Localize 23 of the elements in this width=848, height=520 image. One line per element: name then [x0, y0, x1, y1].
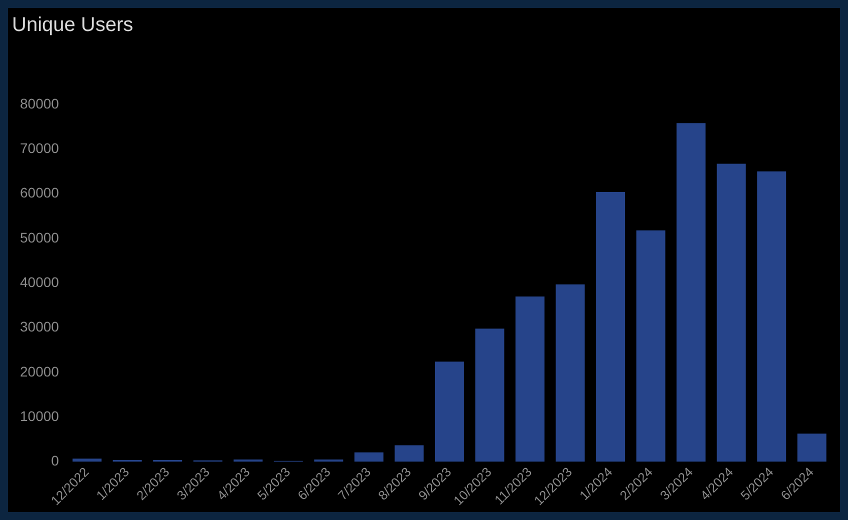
y-tick-label: 40000 [20, 274, 60, 290]
bar [516, 296, 544, 462]
bar [556, 284, 585, 462]
y-tick-label: 60000 [20, 184, 60, 201]
bar [596, 192, 626, 462]
y-tick-label: 10000 [20, 408, 60, 424]
y-tick-label: 0 [51, 452, 60, 469]
y-tick-label: 70000 [20, 140, 60, 156]
y-tick-label: 20000 [20, 363, 60, 380]
bar [636, 230, 666, 462]
chart-title: Unique Users [12, 14, 134, 37]
bar [475, 328, 504, 462]
y-tick-label: 80000 [20, 95, 60, 112]
y-tick-label: 30000 [20, 318, 60, 335]
bar [434, 362, 464, 462]
bar [797, 434, 826, 462]
bar [676, 123, 706, 462]
bar [394, 445, 424, 462]
y-tick-label: 50000 [20, 229, 60, 246]
bar [72, 458, 102, 462]
bar [354, 452, 384, 462]
bar [757, 171, 786, 462]
bar [716, 164, 746, 462]
